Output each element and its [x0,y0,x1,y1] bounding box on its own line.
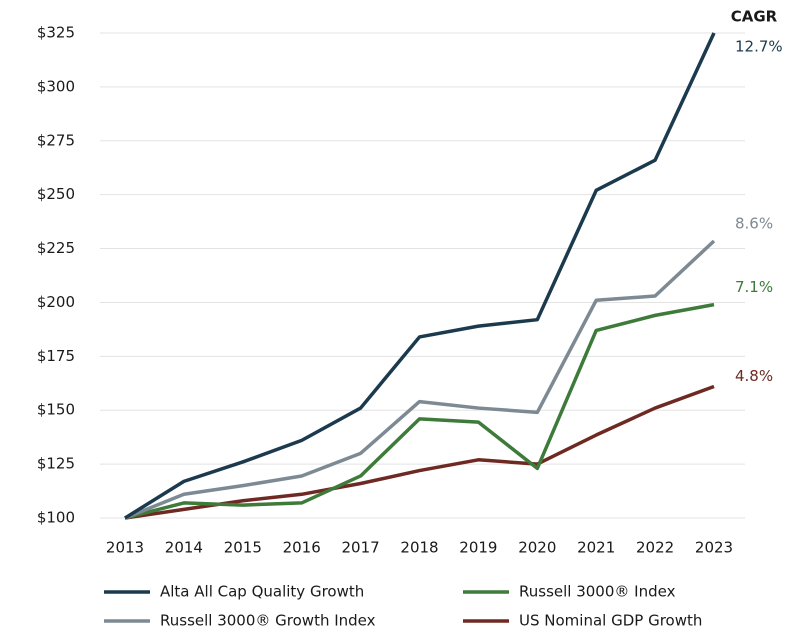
y-tick-label: $125 [37,455,75,473]
end-label: 12.7% [735,38,783,56]
y-tick-label: $275 [37,131,75,149]
y-tick-label: $300 [37,77,75,95]
legend-label: Alta All Cap Quality Growth [160,583,364,601]
line-series [124,239,716,520]
legend-label: US Nominal GDP Growth [519,612,702,630]
x-tick-label: 2016 [283,539,321,557]
line-series [124,32,716,520]
x-tick-label: 2021 [577,539,615,557]
legend-label: Russell 3000® Index [519,583,676,601]
x-tick-label: 2017 [342,539,380,557]
x-tick-label: 2020 [518,539,556,557]
x-tick-label: 2015 [224,539,262,557]
x-tick-label: 2023 [695,539,733,557]
y-tick-label: $150 [37,401,75,419]
y-tick-label: $200 [37,293,75,311]
y-tick-label: $100 [37,509,75,527]
line-series [124,302,715,520]
x-tick-label: 2019 [459,539,497,557]
x-tick-label: 2013 [106,539,144,557]
x-tick-label: 2018 [400,539,438,557]
y-tick-label: $175 [37,347,75,365]
y-tick-label: $250 [37,185,75,203]
end-label: 4.8% [735,367,773,385]
legend-label: Russell 3000® Growth Index [160,612,376,630]
end-label: 8.6% [735,215,773,233]
x-tick-label: 2022 [636,539,674,557]
y-tick-label: $325 [37,24,75,42]
cagr-header: CAGR [731,8,778,26]
x-tick-label: 2014 [165,539,203,557]
y-tick-label: $225 [37,239,75,257]
end-label: 7.1% [735,278,773,296]
line-series [124,384,715,520]
